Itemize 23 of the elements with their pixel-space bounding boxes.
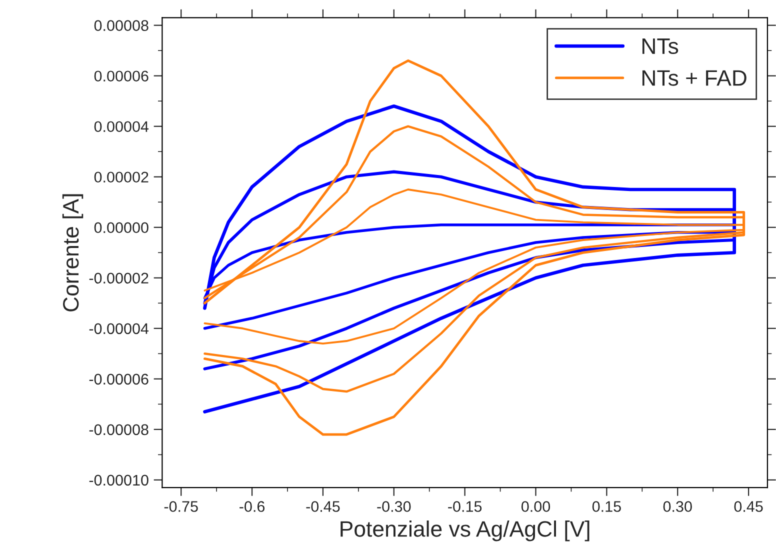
y-tick-label: 0.00004 <box>94 121 149 132</box>
x-tick-label: 0.30 <box>663 501 692 512</box>
x-tick-label: -0.75 <box>164 501 198 512</box>
x-tick-label: -0.45 <box>306 501 340 512</box>
x-tick-label: 0.00 <box>521 501 550 512</box>
y-tick-label: -0.00010 <box>89 474 148 486</box>
x-tick-label: -0.15 <box>448 501 482 512</box>
x-tick-label: 0.15 <box>592 501 621 512</box>
legend-label: NTs <box>642 38 678 54</box>
y-tick-label: -0.00006 <box>89 374 148 385</box>
x-tick-label: -0.6 <box>240 501 265 512</box>
x-axis-title: Potenziale vs Ag/AgCl [V] <box>340 520 590 542</box>
y-axis-title: Corrente [A] <box>62 194 84 312</box>
y-tick-label: 0.00008 <box>94 20 148 31</box>
y-tick-label: 0.00006 <box>94 70 148 82</box>
y-tick-label: -0.00008 <box>89 424 148 436</box>
legend-label: NTs + FAD <box>642 70 746 86</box>
x-tick-label: -0.30 <box>377 501 411 512</box>
y-tick-label: 0.00000 <box>94 222 148 234</box>
y-tick-label: -0.00002 <box>89 272 148 284</box>
x-tick-label: 0.45 <box>734 501 763 512</box>
y-tick-label: 0.00002 <box>94 172 148 183</box>
y-tick-label: -0.00004 <box>89 323 149 334</box>
